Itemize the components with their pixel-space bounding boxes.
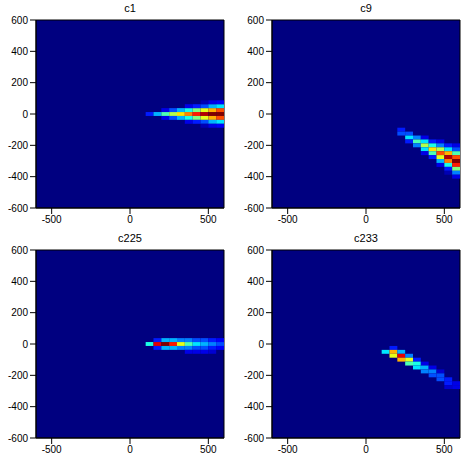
svg-text:200: 200 xyxy=(247,77,264,88)
svg-text:600: 600 xyxy=(247,16,264,26)
svg-text:-500: -500 xyxy=(278,444,298,455)
svg-text:600: 600 xyxy=(247,246,264,256)
svg-text:-500: -500 xyxy=(42,444,62,455)
html-text:c225: c225 xyxy=(118,232,142,244)
svg-text:600: 600 xyxy=(11,246,28,256)
svg-text:500: 500 xyxy=(200,214,217,225)
svg-text:400: 400 xyxy=(247,46,264,57)
svg-text:0: 0 xyxy=(258,339,264,350)
svg-text:400: 400 xyxy=(11,276,28,287)
svg-text:0: 0 xyxy=(363,444,369,455)
svg-text:0: 0 xyxy=(258,109,264,120)
svg-text:400: 400 xyxy=(247,276,264,287)
svg-text:0: 0 xyxy=(127,214,133,225)
svg-text:-600: -600 xyxy=(244,433,264,444)
svg-text:200: 200 xyxy=(247,307,264,318)
svg-text:-600: -600 xyxy=(244,203,264,214)
svg-text:400: 400 xyxy=(11,46,28,57)
html-text:c9: c9 xyxy=(360,2,372,14)
svg-text:500: 500 xyxy=(436,214,453,225)
svg-text:-600: -600 xyxy=(8,203,28,214)
svg-text:-600: -600 xyxy=(8,433,28,444)
svg-text:200: 200 xyxy=(11,307,28,318)
svg-text:200: 200 xyxy=(11,77,28,88)
svg-text:0: 0 xyxy=(363,214,369,225)
svg-text:-200: -200 xyxy=(8,370,28,381)
svg-text:0: 0 xyxy=(22,339,28,350)
svg-text:600: 600 xyxy=(11,16,28,26)
svg-text:500: 500 xyxy=(436,444,453,455)
svg-text:-400: -400 xyxy=(244,171,264,182)
svg-text:500: 500 xyxy=(200,444,217,455)
svg-text:-200: -200 xyxy=(244,140,264,151)
svg-text:0: 0 xyxy=(127,444,133,455)
svg-text:-400: -400 xyxy=(8,171,28,182)
html-text:c233: c233 xyxy=(354,232,378,244)
html-text:c1: c1 xyxy=(124,2,136,14)
svg-text:-500: -500 xyxy=(42,214,62,225)
svg-text:-400: -400 xyxy=(8,401,28,412)
svg-text:-500: -500 xyxy=(278,214,298,225)
svg-text:-200: -200 xyxy=(244,370,264,381)
svg-text:-400: -400 xyxy=(244,401,264,412)
svg-text:-200: -200 xyxy=(8,140,28,151)
svg-text:0: 0 xyxy=(22,109,28,120)
